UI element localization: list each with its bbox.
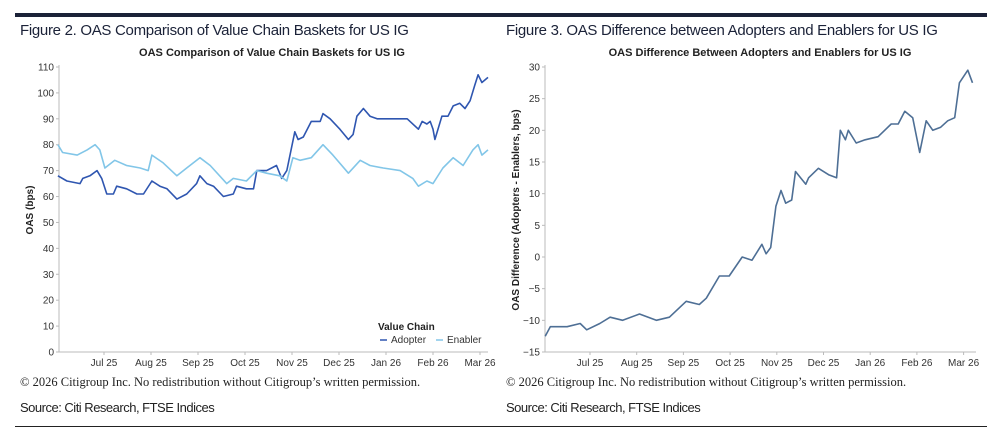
x-tick-label: Sep 25 [668, 358, 700, 369]
x-tick-label: Oct 25 [230, 358, 260, 369]
figure-3-label: Figure 3. OAS Difference between Adopter… [506, 22, 938, 39]
y-tick-label: 110 [38, 63, 54, 74]
y-tick-label: 80 [43, 140, 55, 151]
x-tick-label: Sep 25 [182, 358, 214, 369]
x-tick-label: Nov 25 [761, 358, 793, 369]
y-tick-label: 10 [43, 322, 55, 333]
y-tick-label: 10 [529, 189, 541, 200]
y-tick-label: 20 [529, 126, 541, 137]
source-note: Source: Citi Research, FTSE Indices [20, 400, 215, 415]
y-tick-label: 50 [43, 218, 55, 229]
y-tick-label: −5 [529, 284, 541, 295]
x-tick-label: Aug 25 [135, 358, 167, 369]
x-tick-label: Mar 26 [464, 358, 496, 369]
x-tick-label: Dec 25 [323, 358, 355, 369]
x-tick-label: Jul 25 [91, 358, 118, 369]
legend-label-enabler: Enabler [447, 335, 482, 346]
copyright-note: © 2026 Citigroup Inc. No redistribution … [20, 375, 420, 389]
y-tick-label: 30 [529, 63, 541, 74]
y-tick-label: 5 [534, 221, 540, 232]
y-tick-label: 0 [48, 348, 54, 359]
plot-area: 0 10 20 30 40 50 60 70 80 90 100 110 Jul 25 Aug 25 Sep… [37, 63, 496, 370]
y-tick-label: −10 [523, 316, 540, 327]
x-tick-label: Nov 25 [276, 358, 308, 369]
x-tick-label: Jul 25 [577, 358, 604, 369]
y-tick-label: 100 [37, 88, 54, 99]
x-tick-label: Mar 26 [948, 358, 980, 369]
source-note: Source: Citi Research, FTSE Indices [506, 400, 701, 415]
y-tick-label: 40 [43, 244, 55, 255]
x-tick-label: Oct 25 [715, 358, 745, 369]
y-tick-label: 0 [534, 253, 540, 264]
y-tick-label: 20 [43, 296, 55, 307]
x-tick-label: Jan 26 [371, 358, 401, 369]
series-line-adopter [57, 74, 489, 200]
legend-label-adopter: Adopter [391, 335, 427, 346]
x-tick-label: Feb 26 [901, 358, 933, 369]
y-tick-label: 70 [43, 166, 55, 177]
plot-area: −15 −10 −5 0 5 10 15 20 25 30 Jul 25 Aug 25 Sep 25 Oc… [523, 63, 980, 370]
y-tick-label: −15 [523, 348, 540, 359]
x-tick-label: Jan 26 [855, 358, 885, 369]
x-tick-label: Feb 26 [417, 358, 449, 369]
y-tick-label: 15 [529, 158, 541, 169]
series-line-adopters-enablers [544, 69, 974, 337]
y-tick-label: 25 [529, 94, 541, 105]
legend: Value Chain Adopter Enabler [378, 322, 482, 346]
bottom-rule [15, 426, 987, 427]
series-line-enabler [57, 143, 489, 187]
figure-2-label: Figure 2. OAS Comparison of Value Chain … [20, 22, 409, 39]
chart-title: OAS Comparison of Value Chain Baskets fo… [139, 47, 405, 59]
figure-3: Figure 3. OAS Difference between Adopter… [506, 22, 980, 415]
y-tick-label: 30 [43, 270, 55, 281]
figure-2: Figure 2. OAS Comparison of Value Chain … [20, 22, 496, 415]
y-tick-label: 60 [43, 192, 55, 203]
top-rule [15, 13, 987, 17]
y-axis-label: OAS (bps) [25, 186, 36, 235]
x-tick-label: Aug 25 [621, 358, 653, 369]
chart-title: OAS Difference Between Adopters and Enab… [609, 47, 912, 59]
y-axis-label: OAS Difference (Adopters - Enablers, bps… [511, 109, 522, 310]
x-tick-label: Dec 25 [808, 358, 840, 369]
legend-title: Value Chain [378, 322, 435, 333]
copyright-note: © 2026 Citigroup Inc. No redistribution … [506, 375, 906, 389]
y-tick-label: 90 [43, 114, 55, 125]
